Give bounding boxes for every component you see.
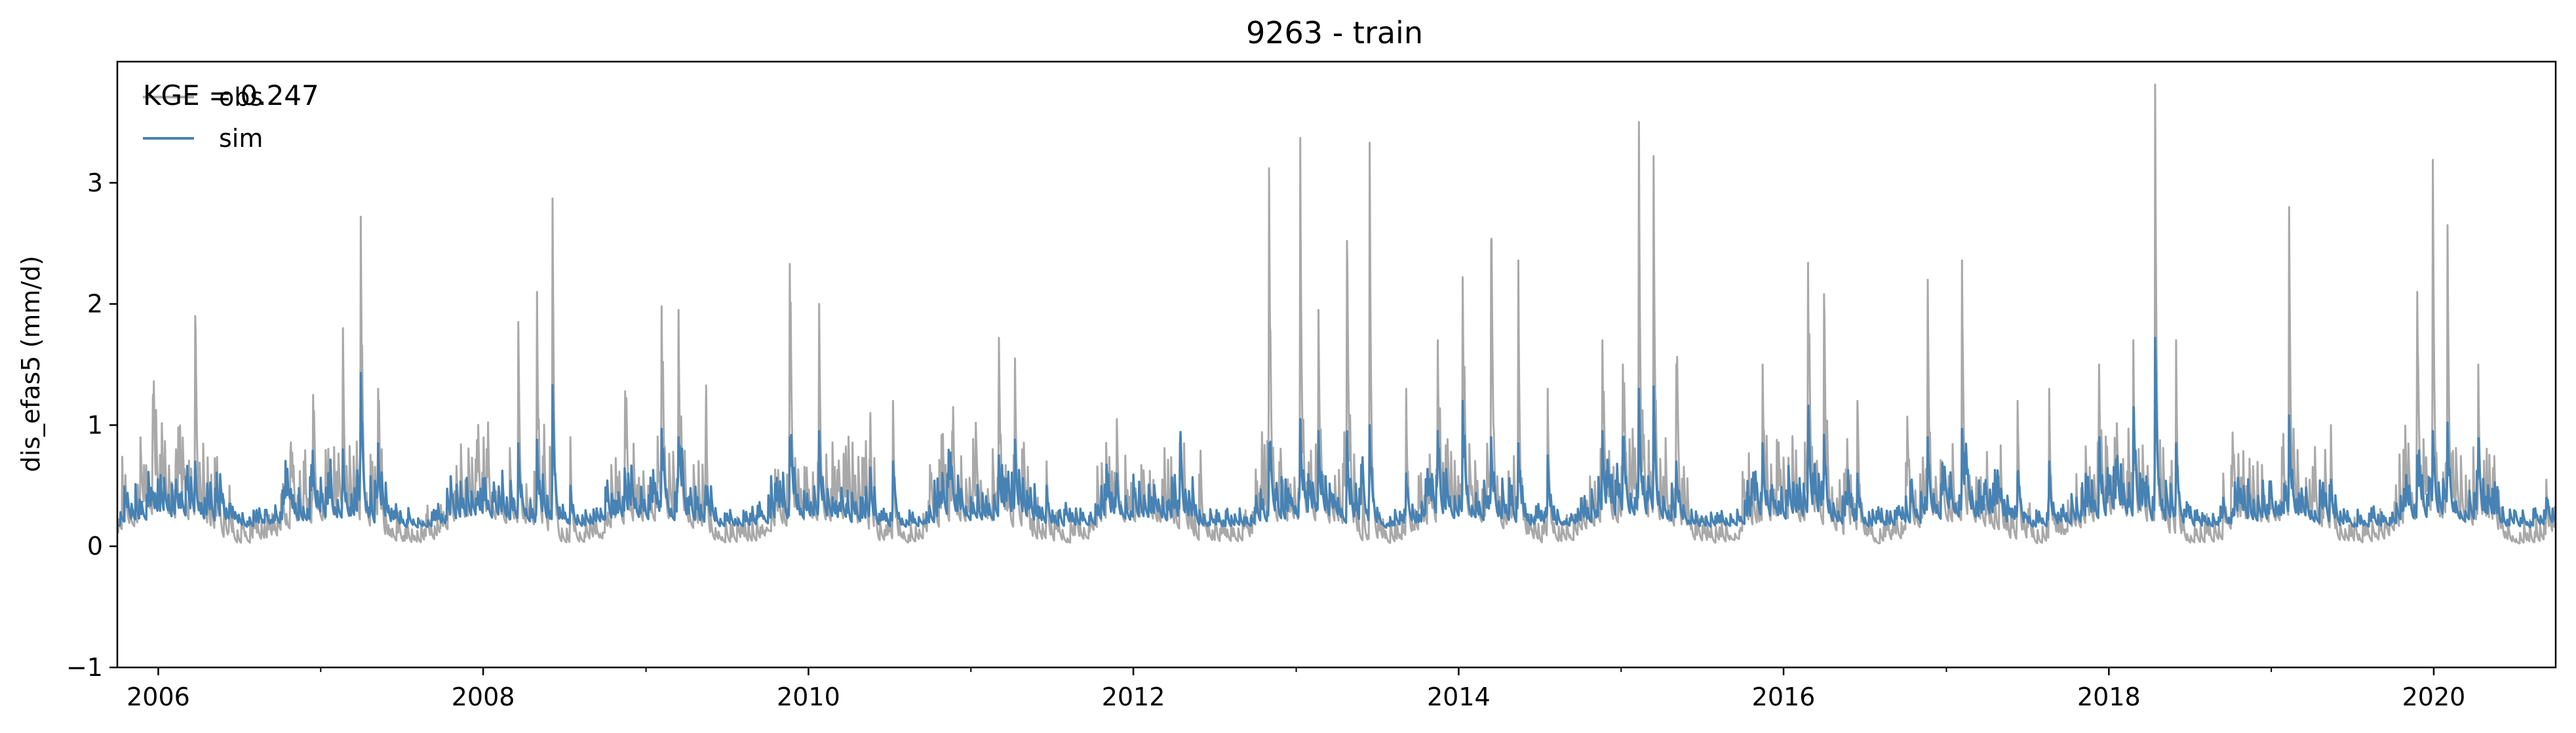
- x-tick-label: 2016: [1752, 683, 1816, 711]
- legend: obs sim: [143, 83, 263, 153]
- legend-label-obs: obs: [219, 83, 263, 111]
- y-tick-label: 0: [87, 532, 103, 561]
- y-axis: −1 0 1 2 3: [66, 168, 117, 682]
- kge-annotation: KGE = 0.247: [143, 79, 319, 111]
- legend-label-sim: sim: [219, 124, 263, 153]
- x-tick-label: 2010: [777, 683, 840, 711]
- y-tick-label: 3: [87, 168, 103, 197]
- y-tick-label: −1: [66, 653, 103, 682]
- x-tick-label: 2006: [127, 683, 190, 711]
- y-tick-label: 1: [87, 410, 103, 439]
- series-line-sim: [117, 336, 2556, 529]
- series-layer: [117, 83, 2556, 545]
- x-tick-label: 2018: [2077, 683, 2141, 711]
- x-tick-label: 2014: [1427, 683, 1491, 711]
- x-axis: 2006 2008 2010 2012 2014 2016 2018 2020: [127, 667, 2465, 711]
- x-tick-label: 2008: [452, 683, 515, 711]
- x-tick-label: 2012: [1102, 683, 1165, 711]
- x-tick-label: 2020: [2402, 683, 2466, 711]
- y-axis-label: dis_efas5 (mm/d): [16, 256, 45, 472]
- chart-title: 9263 - train: [1246, 15, 1423, 50]
- y-tick-label: 2: [87, 290, 103, 319]
- plot-frame: [116, 60, 2557, 669]
